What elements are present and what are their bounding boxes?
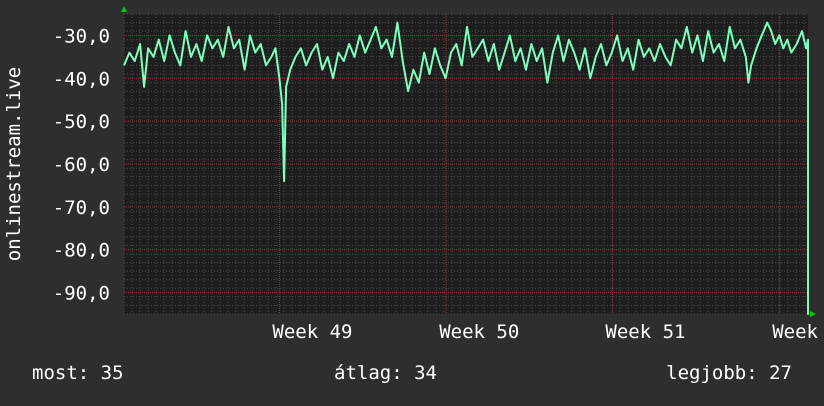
x-tick-label: Week 49 — [272, 321, 352, 343]
y-tick-label: -40,0 — [53, 68, 110, 90]
x-tick-label: Week 52 — [772, 321, 824, 343]
best-value: legjobb: 27 — [666, 362, 792, 384]
y-axis-arrow-icon — [121, 6, 127, 12]
footer-stats: most: 35 átlag: 34 legjobb: 27 — [0, 362, 824, 392]
y-tick-label: -50,0 — [53, 111, 110, 133]
series-line — [123, 21, 809, 315]
x-tick-labels: Week 49 Week 50 Week 51 Week 52 — [272, 321, 824, 343]
x-tick-label: Week 51 — [605, 321, 685, 343]
y-tick-label: -60,0 — [53, 154, 110, 176]
y-tick-labels: -30,0 -40,0 -50,0 -60,0 -70,0 -80,0 -90,0 — [53, 25, 110, 304]
x-tick-label: Week 50 — [439, 321, 519, 343]
current-value: most: 35 — [32, 362, 124, 384]
average-value: átlag: 34 — [334, 362, 437, 384]
y-tick-label: -80,0 — [53, 240, 110, 262]
grid-layer — [123, 13, 808, 315]
x-axis-arrow-icon — [810, 311, 816, 317]
y-tick-label: -70,0 — [53, 197, 110, 219]
y-tick-label: -90,0 — [53, 283, 110, 305]
y-axis-label: onlinestream.live — [3, 67, 25, 261]
y-tick-label: -30,0 — [53, 25, 110, 47]
